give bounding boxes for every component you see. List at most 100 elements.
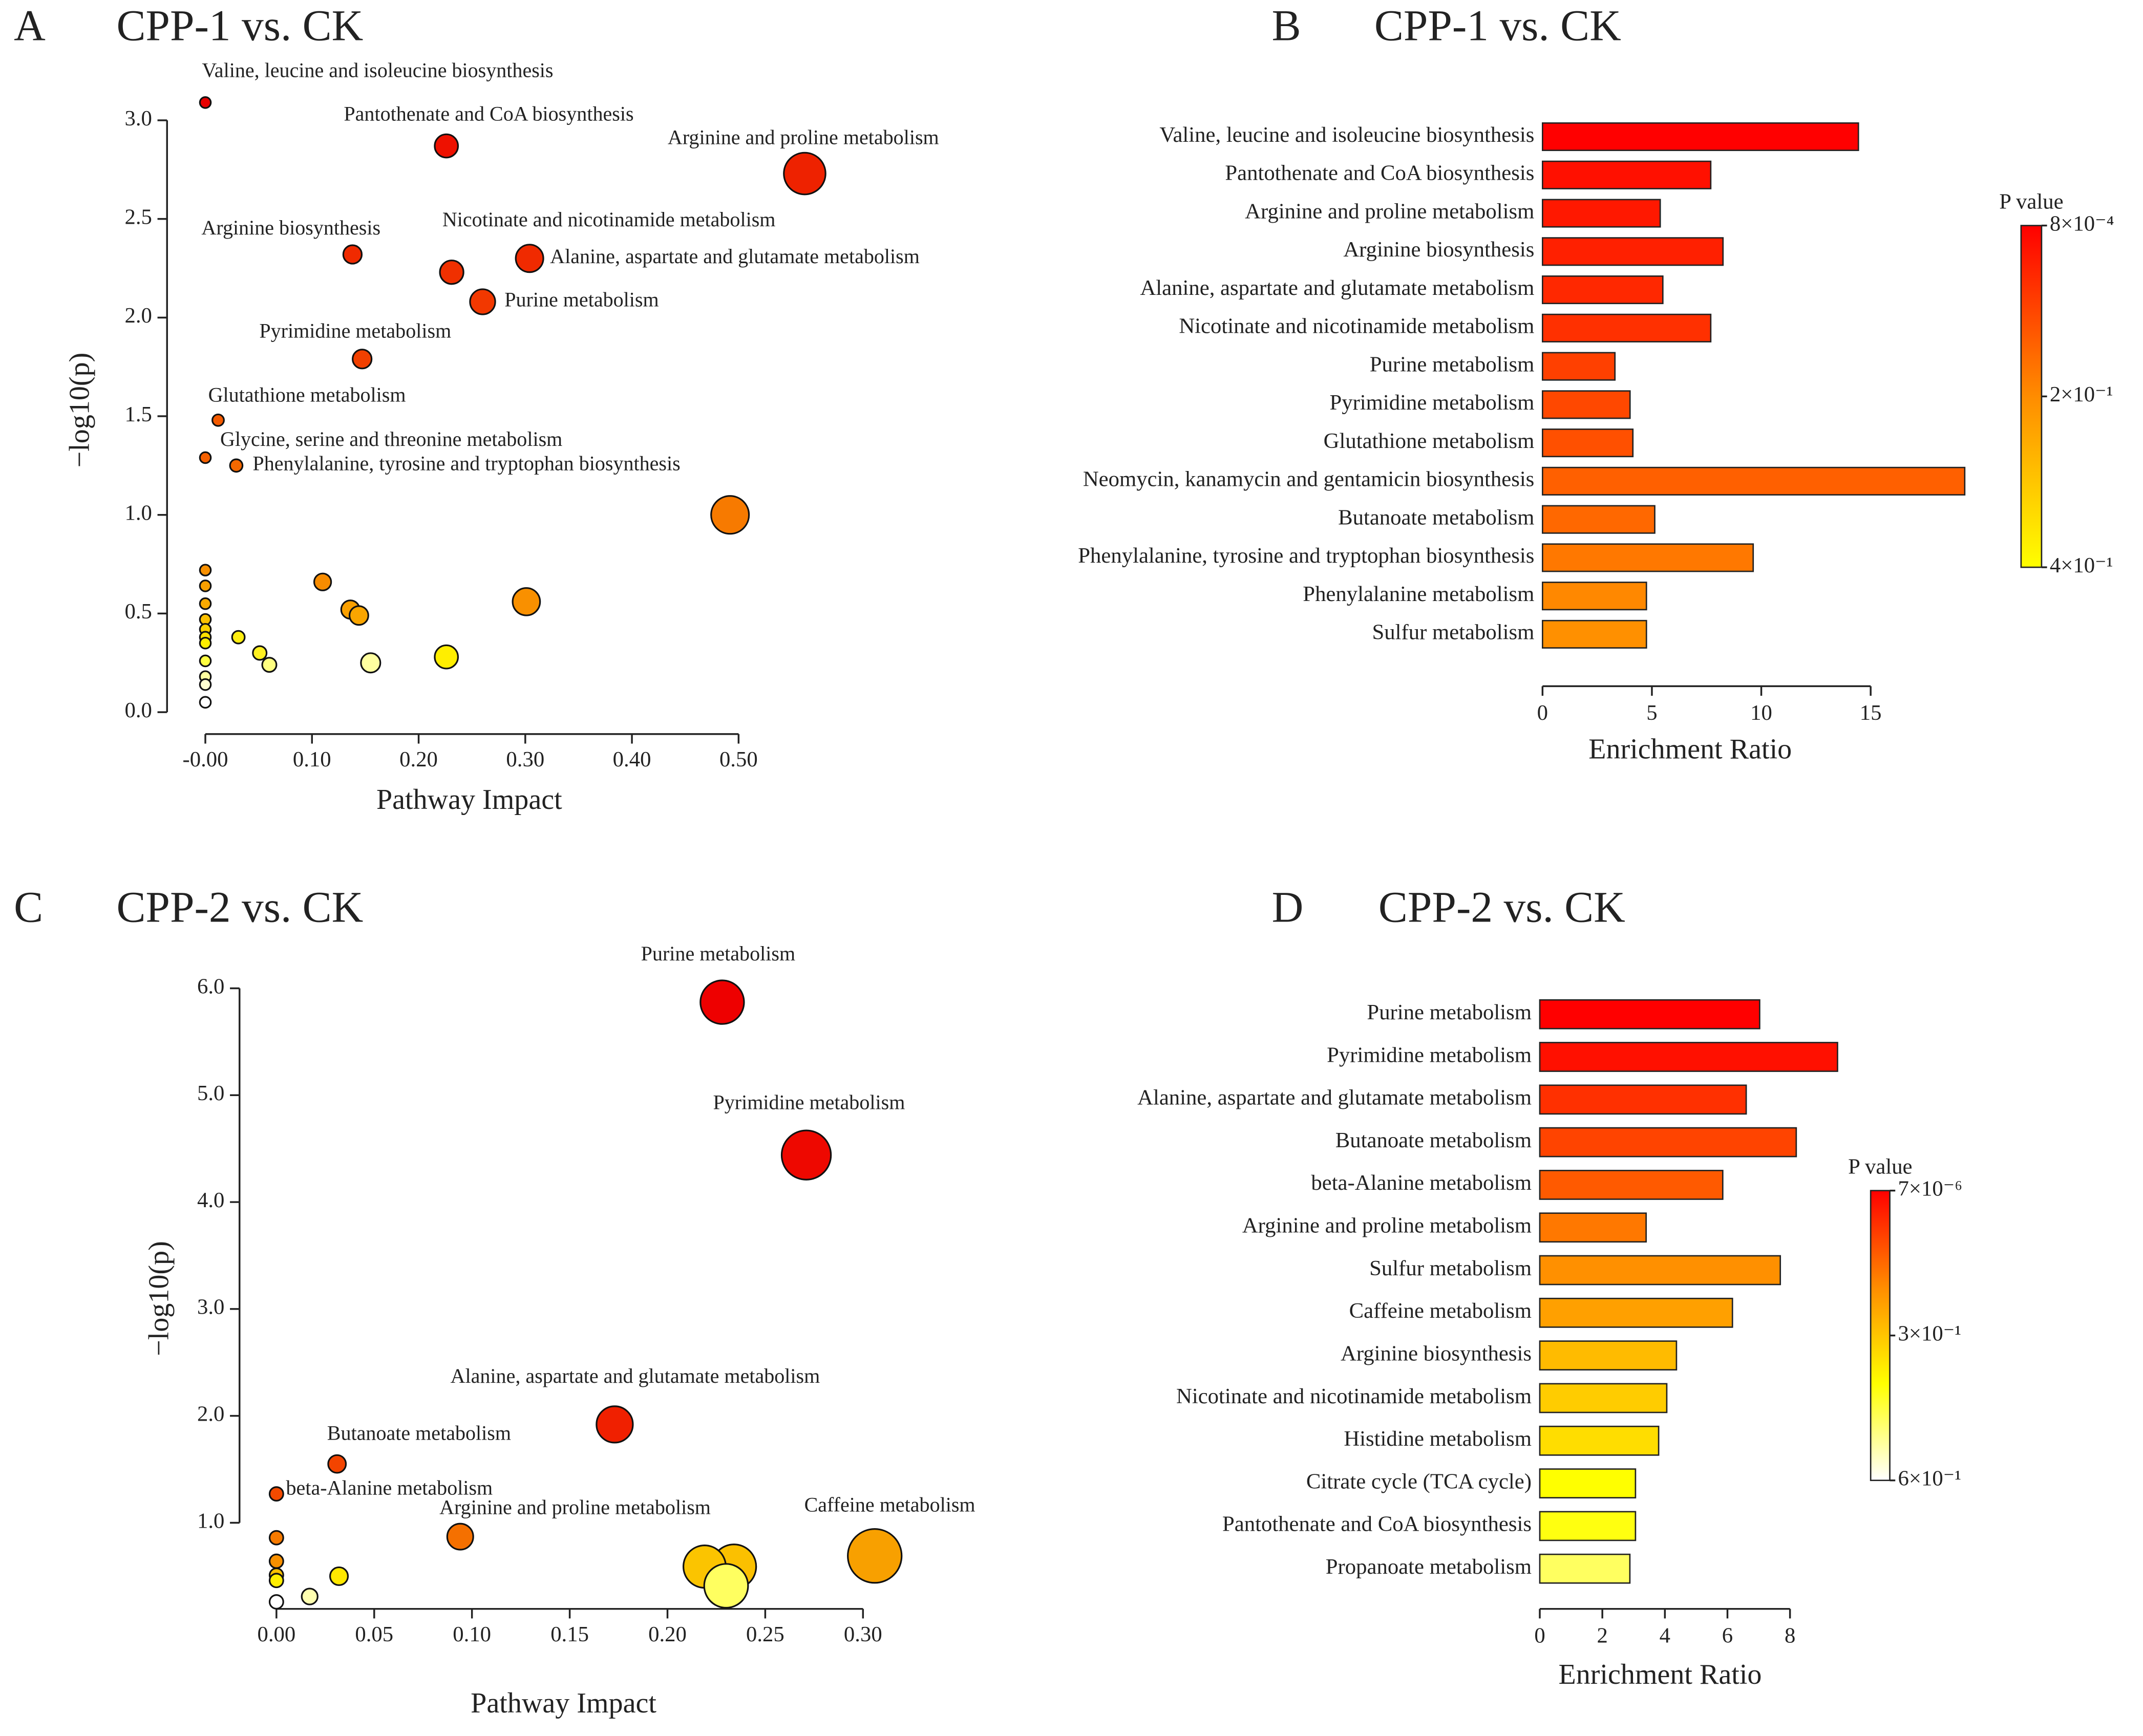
point (199, 678, 212, 691)
category-label: Neomycin, kanamycin and gentamicin biosy… (1083, 467, 1534, 491)
x-tick-label: 0.30 (506, 747, 544, 771)
bar (1542, 313, 1712, 342)
x-tick-label: 0.30 (844, 1622, 882, 1646)
colorbar-label: 3×10⁻¹ (1898, 1321, 1962, 1345)
bar (1542, 619, 1647, 649)
colorbar-title: P value (1848, 1155, 1912, 1179)
point (199, 597, 212, 610)
bar (1539, 1127, 1797, 1158)
point (268, 1530, 284, 1546)
category-label: Citrate cycle (TCA cycle) (1306, 1469, 1532, 1493)
bar (1539, 1553, 1631, 1584)
category-label: Phenylalanine, tyrosine and tryptophan b… (1078, 544, 1534, 568)
point (710, 495, 750, 535)
x-tick-label: 0.20 (399, 747, 438, 771)
point-label: Glycine, serine and threonine metabolism (220, 427, 562, 451)
point (199, 451, 212, 464)
point (352, 349, 373, 370)
bar (1542, 352, 1616, 381)
point-label: Arginine biosynthesis (201, 216, 380, 239)
point (199, 96, 212, 109)
category-label: Butanoate metabolism (1338, 505, 1534, 529)
category-label: Butanoate metabolism (1335, 1128, 1532, 1152)
point (301, 1588, 319, 1605)
bar (1539, 1170, 1724, 1200)
x-tick-label: 10 (1750, 701, 1772, 725)
colorbar-label: 2×10⁻¹ (2050, 382, 2113, 406)
bar (1539, 1511, 1637, 1541)
y-tick-label: 2.0 (124, 304, 152, 328)
category-label: Caffeine metabolism (1349, 1299, 1532, 1323)
category-label: Pantothenate and CoA biosynthesis (1222, 1512, 1532, 1536)
point (199, 580, 212, 592)
colorbar (2020, 225, 2043, 568)
bar (1539, 1383, 1668, 1413)
bar (1542, 160, 1712, 189)
y-axis-label: −log10(p) (143, 1241, 175, 1356)
colorbar-label: 8×10⁻⁴ (2050, 211, 2114, 235)
category-label: Nicotinate and nicotinamide metabolism (1179, 314, 1534, 338)
x-axis-label: Enrichment Ratio (1588, 733, 1792, 765)
panel-letter: B (1272, 2, 1301, 50)
point (268, 1553, 284, 1569)
x-tick-label: 8 (1785, 1624, 1795, 1648)
x-tick-label: 0.05 (355, 1622, 393, 1646)
chart-title: CPP-1 vs. CK (1374, 2, 1621, 50)
category-label: Alanine, aspartate and glutamate metabol… (1140, 276, 1534, 300)
x-tick-label: 2 (1597, 1624, 1607, 1648)
colorbar-title: P value (1999, 190, 2063, 214)
bar (1542, 390, 1631, 419)
x-tick-label: 0.20 (648, 1622, 687, 1646)
point (231, 630, 246, 645)
bar (1539, 1425, 1660, 1456)
chart-title: CPP-2 vs. CK (116, 884, 363, 932)
colorbar-label: 6×10⁻¹ (1898, 1466, 1962, 1490)
point (252, 645, 268, 661)
panel-letter: C (14, 884, 43, 932)
x-axis-label: Enrichment Ratio (1558, 1659, 1762, 1690)
point-label: Purine metabolism (641, 942, 795, 965)
point-label: Phenylalanine, tyrosine and tryptophan b… (252, 452, 680, 475)
bar (1539, 999, 1760, 1030)
point-label: Arginine and proline metabolism (439, 1495, 711, 1518)
point-label: Caffeine metabolism (804, 1493, 975, 1516)
x-tick-label: 0.40 (613, 747, 651, 771)
category-label: Purine metabolism (1370, 352, 1535, 376)
bar (1539, 1468, 1637, 1498)
category-label: Pyrimidine metabolism (1329, 391, 1534, 415)
category-label: Propanoate metabolism (1326, 1555, 1532, 1579)
x-tick-label: 5 (1646, 701, 1657, 725)
category-label: Sulfur metabolism (1372, 620, 1535, 645)
point (783, 152, 826, 196)
point-label: beta-Alanine metabolism (286, 1476, 493, 1499)
bar (1542, 543, 1754, 572)
y-axis-label: −log10(p) (64, 353, 96, 468)
category-label: beta-Alanine metabolism (1311, 1171, 1532, 1195)
bar (1542, 505, 1656, 534)
point (329, 1566, 349, 1586)
category-label: Pyrimidine metabolism (1327, 1043, 1532, 1067)
y-tick-label: 6.0 (197, 974, 224, 998)
point (515, 244, 544, 273)
point (229, 458, 244, 473)
point (348, 605, 369, 626)
bar (1542, 199, 1661, 228)
bar (1542, 122, 1859, 152)
point-label: Valine, leucine and isoleucine biosynthe… (202, 59, 553, 82)
y-tick-label: 2.5 (124, 205, 152, 229)
x-tick-label: 0.10 (453, 1622, 491, 1646)
x-tick-label: 15 (1860, 701, 1882, 725)
point (596, 1405, 634, 1444)
bar (1542, 582, 1647, 611)
y-tick-label: 4.0 (197, 1188, 224, 1212)
category-label: Pantothenate and CoA biosynthesis (1225, 161, 1534, 185)
point (211, 413, 225, 427)
point (512, 587, 541, 616)
x-axis-label: Pathway Impact (471, 1687, 656, 1719)
category-label: Histidine metabolism (1344, 1427, 1532, 1451)
y-tick-label: 3.0 (124, 106, 152, 131)
point (268, 1573, 284, 1589)
bar (1539, 1297, 1733, 1328)
category-label: Arginine biosynthesis (1341, 1341, 1532, 1365)
